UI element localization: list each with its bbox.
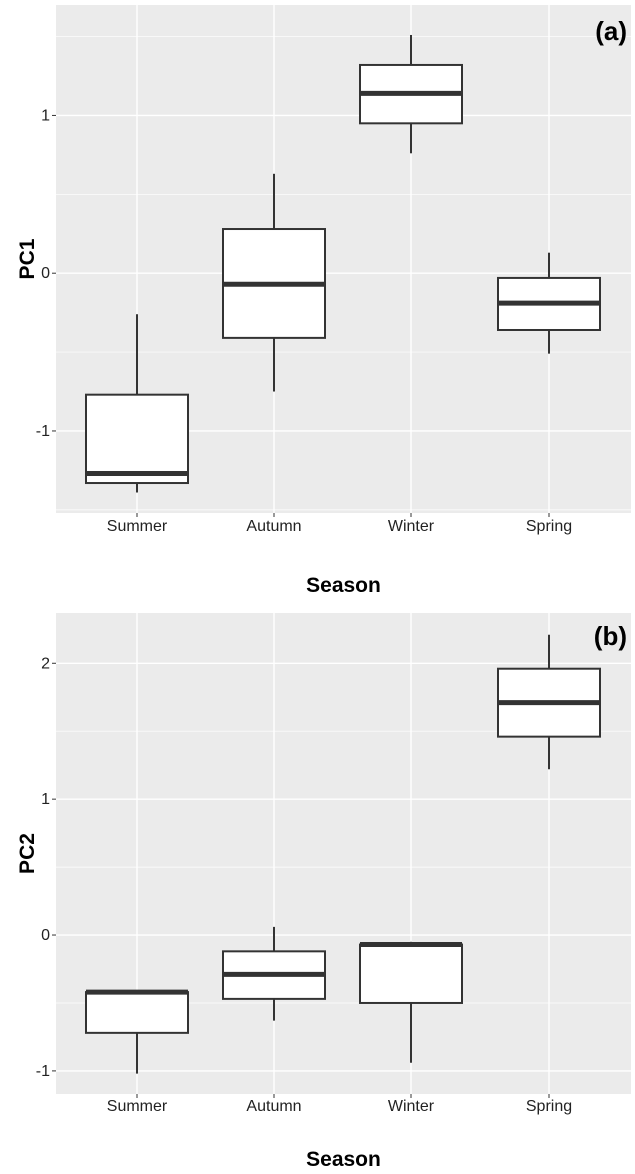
box-winter — [359, 941, 463, 1063]
y-tick-label: -1 — [36, 423, 50, 440]
box-autumn — [222, 926, 326, 1021]
y-tick-label: 0 — [41, 927, 50, 944]
x-axis-title: Season — [306, 1148, 381, 1169]
box-spring — [497, 634, 601, 770]
chart-panel-1: -1 0 1 Summer Autumn Winter Spring Season PC1 (a) — [16, 5, 631, 597]
y-axis-title: PC2 — [16, 833, 39, 874]
box-summer — [85, 989, 189, 1074]
panel-label: (b) — [594, 621, 627, 651]
box-winter — [359, 34, 463, 154]
x-tick-label: Summer — [107, 518, 168, 535]
box-autumn — [222, 173, 326, 392]
x-axis-title: Season — [306, 574, 381, 597]
y-axis-title: PC1 — [16, 238, 39, 279]
box-iqr — [85, 393, 189, 485]
box-summer — [85, 314, 189, 493]
y-tick-label: -1 — [36, 1063, 50, 1080]
y-tick-label: 0 — [41, 265, 50, 282]
x-tick-label: Winter — [388, 518, 435, 535]
y-tick-label: 2 — [41, 655, 50, 672]
x-tick-label: Spring — [526, 1098, 572, 1115]
y-tick-label: 1 — [41, 107, 50, 124]
x-tick-label: Autumn — [246, 518, 301, 535]
x-tick-label: Spring — [526, 518, 572, 535]
chart-panel-2: -1 0 1 2 Summer Autumn Winter Spring Season PC2 (b… — [16, 613, 631, 1171]
panel-label: (a) — [595, 16, 627, 46]
x-tick-label: Summer — [107, 1098, 168, 1115]
box-iqr — [85, 991, 189, 1034]
box-spring — [497, 252, 601, 354]
y-tick-label: 1 — [41, 791, 50, 808]
x-tick-label: Winter — [388, 1098, 435, 1115]
x-tick-label: Autumn — [246, 1098, 301, 1115]
box-iqr — [359, 943, 463, 1004]
